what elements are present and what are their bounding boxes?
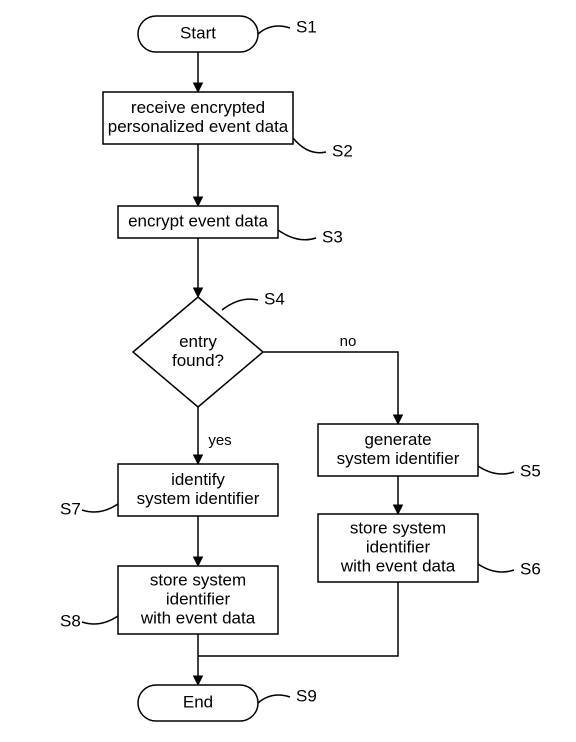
node-text: identify [171, 470, 225, 489]
edge: yes [198, 407, 232, 464]
node-text: encrypt event data [128, 211, 268, 230]
edge-label: yes [208, 432, 231, 449]
step-callout-identify: S7 [60, 499, 118, 518]
node-store_r: store systemidentifierwith event data [318, 514, 478, 582]
step-callout-start: S1 [258, 17, 317, 36]
edge-label: no [340, 333, 357, 350]
step-label: S8 [60, 611, 81, 630]
node-start: Start [138, 16, 258, 52]
node-text: identifier [366, 537, 431, 556]
step-label: S1 [296, 17, 317, 36]
step-callout-store_r: S6 [478, 559, 541, 578]
step-callout-encrypt: S3 [278, 227, 343, 246]
node-identify: identifysystem identifier [118, 464, 278, 516]
node-text: found? [172, 351, 224, 370]
node-end: End [138, 685, 258, 721]
edge: no [263, 333, 398, 424]
step-label: S5 [520, 461, 541, 480]
node-receive: receive encryptedpersonalized event data [103, 92, 293, 144]
node-text: End [183, 692, 213, 711]
node-text: with event data [340, 557, 456, 576]
node-text: Start [180, 23, 216, 42]
step-callout-receive: S2 [293, 138, 353, 160]
node-text: with event data [140, 609, 256, 628]
node-text: generate [364, 430, 431, 449]
node-text: system identifier [137, 489, 260, 508]
step-callout-found: S4 [222, 289, 285, 310]
node-text: personalized event data [108, 117, 289, 136]
node-text: entry [179, 332, 217, 351]
step-callout-generate: S5 [478, 461, 541, 480]
node-text: receive encrypted [131, 98, 265, 117]
step-label: S7 [60, 499, 81, 518]
node-text: store system [350, 518, 446, 537]
node-text: system identifier [337, 449, 460, 468]
node-text: identifier [166, 589, 231, 608]
node-text: store system [150, 570, 246, 589]
step-label: S9 [296, 686, 317, 705]
step-label: S4 [264, 289, 285, 308]
step-label: S6 [520, 559, 541, 578]
node-generate: generatesystem identifier [318, 424, 478, 476]
node-found: entryfound? [133, 297, 263, 407]
step-label: S3 [322, 227, 343, 246]
node-store_l: store systemidentifierwith event data [118, 566, 278, 634]
step-callout-end: S9 [258, 686, 317, 705]
step-callout-store_l: S8 [60, 611, 118, 630]
step-label: S2 [332, 141, 353, 160]
node-encrypt: encrypt event data [118, 206, 278, 238]
